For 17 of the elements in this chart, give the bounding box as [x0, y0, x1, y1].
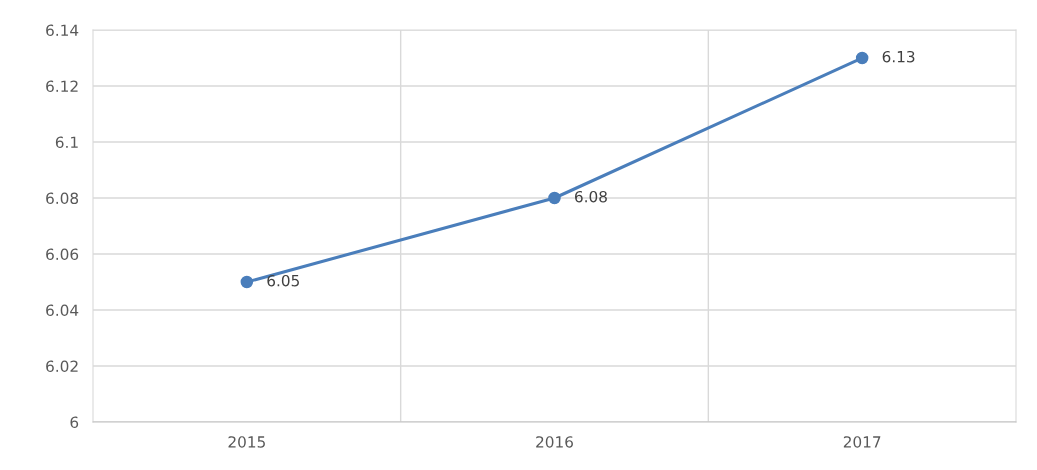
x-tick-label: 2015	[228, 436, 265, 448]
y-tick-label: 6.04	[46, 304, 79, 317]
point	[240, 275, 254, 289]
y-tick-label: 6.02	[46, 360, 78, 373]
x-tick-label: 2017	[843, 436, 881, 448]
y-tick-label: 6	[70, 416, 79, 429]
data-label: 6.13	[882, 50, 915, 63]
y-tick-label: 6.14	[46, 24, 79, 37]
point	[855, 51, 869, 65]
y-tick-label: 6.08	[46, 192, 79, 205]
data-label: 6.05	[267, 274, 299, 287]
x-tick-label: 2016	[536, 436, 573, 448]
point	[548, 191, 561, 205]
y-tick-label: 6.1	[55, 136, 78, 149]
y-tick-label: 6.06	[46, 248, 79, 261]
data-label: 6.08	[575, 190, 607, 203]
y-tick-label: 6.12	[46, 80, 78, 93]
